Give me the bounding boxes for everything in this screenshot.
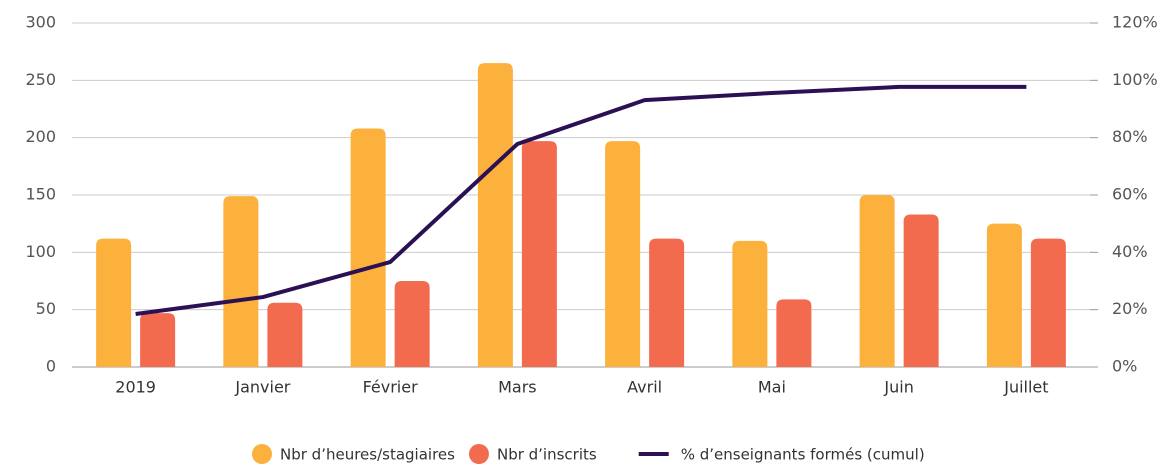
bar [477,63,513,368]
y2-tick-label: 20% [1112,299,1148,318]
bar [394,281,430,367]
bar [1030,238,1066,367]
bar [96,238,132,367]
bar [350,128,386,367]
y-tick-label: 0 [46,357,56,376]
bar [732,240,768,367]
bar [223,196,259,367]
bar [267,302,303,367]
x-tick-label: 2019 [115,378,156,397]
y2-tick-label: 60% [1112,185,1148,204]
x-tick-label: Juillet [1003,378,1048,397]
y2-tick-label: 80% [1112,127,1148,146]
y2-tick-label: 40% [1112,242,1148,261]
legend-swatch [468,444,489,464]
y2-tick-label: 0% [1112,357,1137,376]
y-tick-label: 50 [36,299,56,318]
bar [859,195,895,367]
bar [140,313,176,367]
x-tick-label: Juin [883,378,913,397]
bar [521,141,557,367]
x-tick-label: Février [363,378,419,397]
bar [649,238,685,367]
y-tick-label: 100 [25,242,56,261]
y-tick-label: 300 [25,13,56,32]
legend-label: % d’enseignants formés (cumul) [681,446,925,464]
x-tick-label: Mars [498,378,537,397]
y2-tick-label: 120% [1112,13,1158,32]
bar [605,141,641,367]
bar [986,223,1022,367]
legend-swatch [252,444,272,464]
y-tick-label: 200 [25,127,56,146]
bar [776,299,812,367]
legend-label: Nbr d’inscrits [497,446,597,464]
y-tick-label: 150 [25,185,56,204]
bar [903,214,939,367]
x-tick-label: Mai [758,378,786,397]
x-tick-label: Janvier [234,378,290,397]
line [135,84,1027,316]
y-tick-label: 250 [25,70,56,89]
y2-tick-label: 100% [1112,70,1158,89]
x-tick-label: Avril [627,378,662,397]
legend-label: Nbr d’heures/stagiaires [280,446,455,464]
